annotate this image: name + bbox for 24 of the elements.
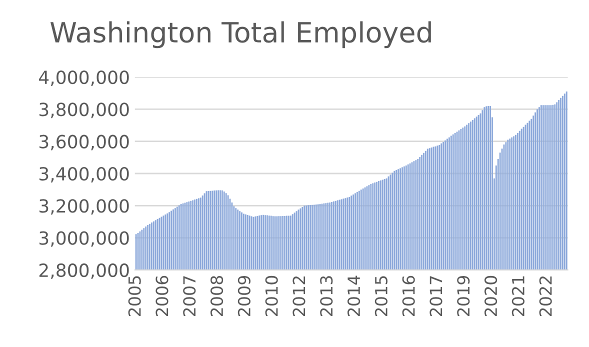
x-tick-label: 2022: [539, 276, 552, 316]
x-tick-label: 2017: [430, 276, 442, 316]
x-tick-label: 2016: [402, 276, 415, 316]
chart-title: Washington Total Employed: [50, 21, 431, 48]
y-tick-label: 3,800,000: [40, 102, 129, 118]
y-tick-label: 3,400,000: [40, 166, 129, 182]
x-tick-label: 2019: [457, 276, 470, 316]
x-tick-label: 2005: [128, 276, 141, 316]
x-tick-label: 2012: [292, 276, 306, 316]
x-tick-label: 2020: [484, 276, 498, 316]
x-tick-label: 2021: [512, 276, 524, 316]
y-tick-label: 3,200,000: [40, 199, 129, 215]
x-tick-label: 2013: [320, 276, 333, 316]
y-tick-label: 3,000,000: [40, 231, 129, 247]
x-tick-label: 2009: [238, 276, 250, 316]
x-tick-label: 2015: [374, 276, 388, 316]
y-tick-label: 3,600,000: [40, 134, 129, 150]
x-tick-label: 2010: [265, 276, 278, 316]
y-tick-label: 4,000,000: [39, 70, 129, 86]
x-tick-label: 2007: [183, 276, 196, 316]
x-tick-label: 2014: [347, 276, 360, 316]
y-tick-label: 2,800,000: [39, 263, 129, 279]
x-tick-label: 2008: [210, 276, 224, 316]
x-tick-label: 2006: [156, 276, 168, 316]
